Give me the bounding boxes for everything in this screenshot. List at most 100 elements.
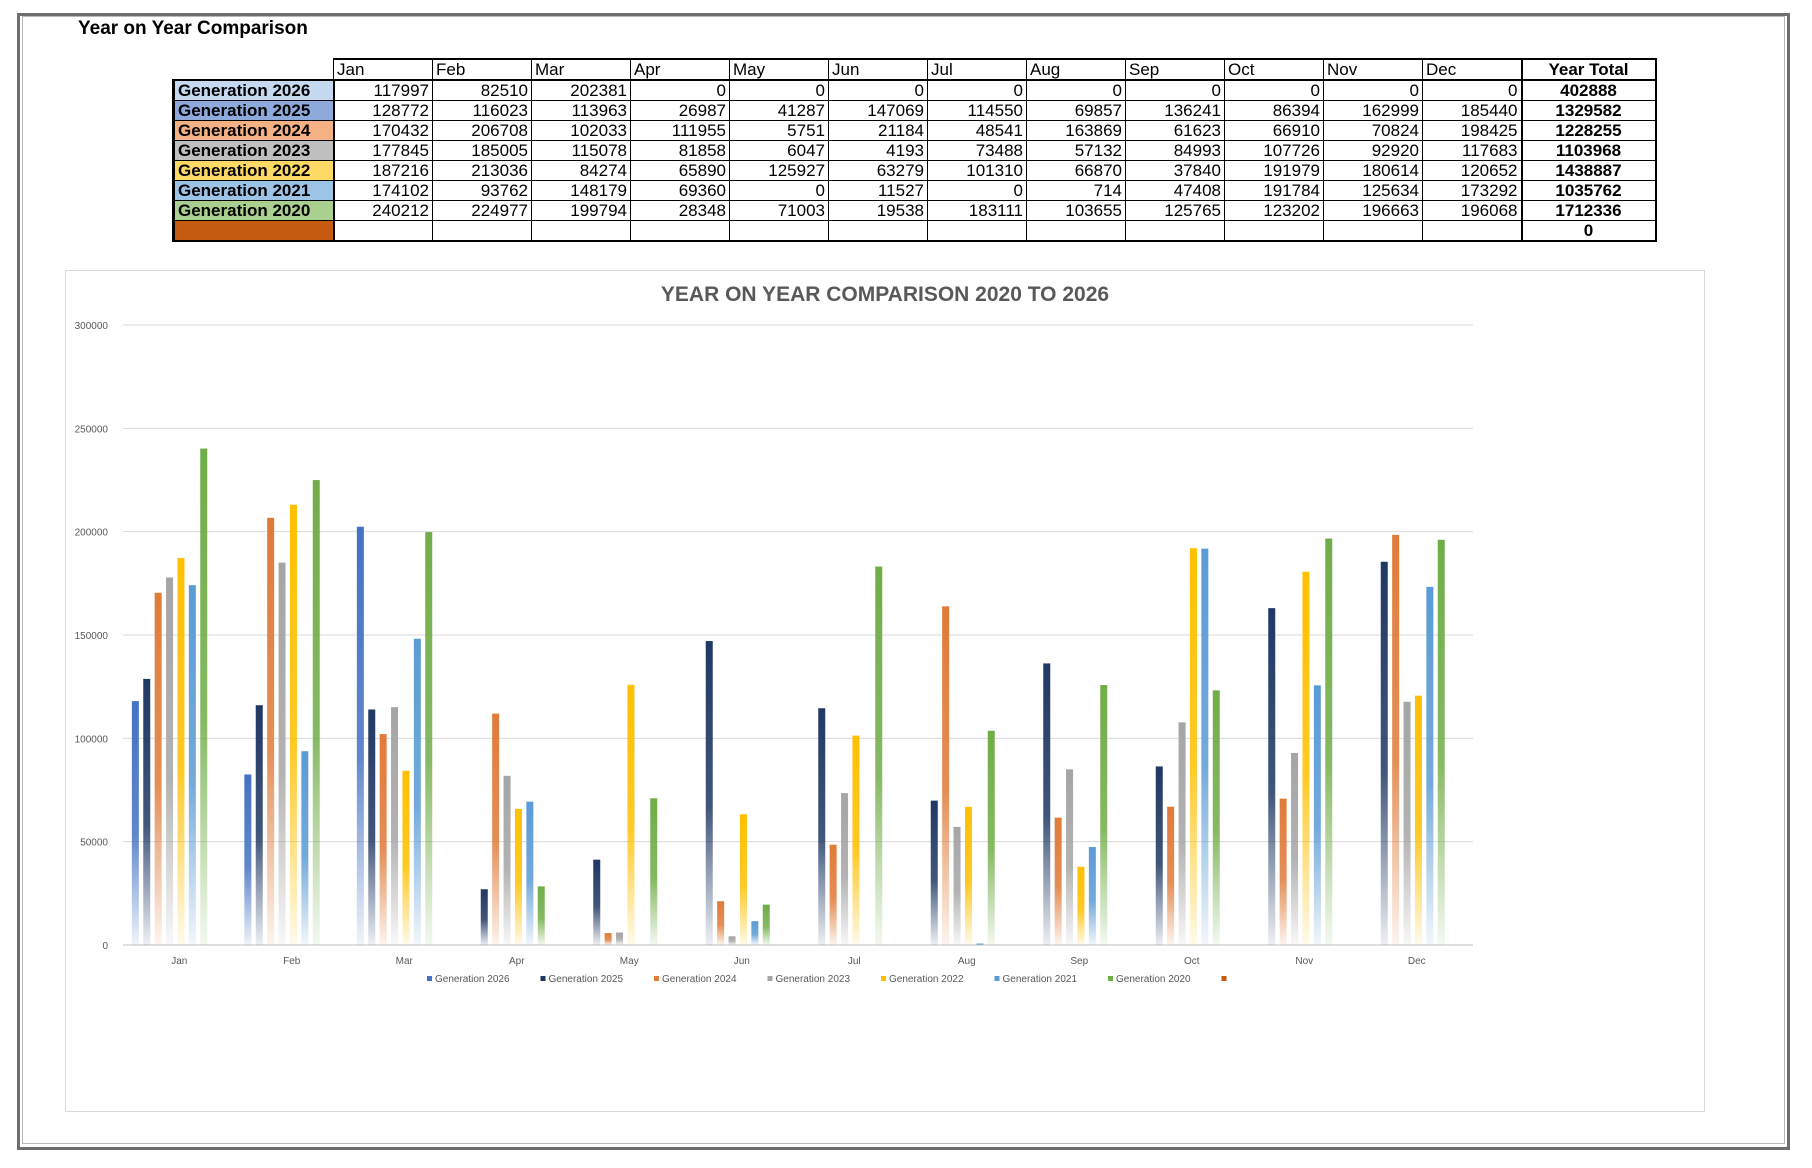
table-cell: 103655 bbox=[1026, 200, 1126, 221]
table-row: Generation 2020 240212 224977 199794 28348 71… bbox=[172, 200, 1657, 221]
table-cell: 116023 bbox=[432, 100, 532, 121]
table-cell bbox=[531, 220, 631, 242]
bar bbox=[1155, 766, 1163, 945]
table-cell: 174102 bbox=[333, 180, 433, 201]
table-row: Generation 2023 177845 185005 115078 81858 60… bbox=[172, 140, 1657, 161]
x-tick-label: Nov bbox=[1295, 956, 1313, 967]
bar bbox=[1088, 847, 1096, 945]
y-tick-label: 200000 bbox=[75, 528, 109, 539]
x-tick-label: Jan bbox=[171, 956, 187, 967]
table-cell: 196663 bbox=[1323, 200, 1423, 221]
row-total: 0 bbox=[1520, 220, 1657, 242]
row-total: 1228255 bbox=[1520, 120, 1657, 141]
bar bbox=[1268, 608, 1276, 945]
bar bbox=[379, 734, 387, 945]
bar bbox=[356, 526, 364, 945]
table-cell: 101310 bbox=[927, 160, 1027, 181]
table-cell: 5751 bbox=[729, 120, 829, 141]
bar bbox=[402, 770, 410, 945]
bar bbox=[964, 806, 972, 945]
bar bbox=[289, 504, 297, 945]
y-tick-label: 150000 bbox=[75, 631, 109, 642]
table-cell: 73488 bbox=[927, 140, 1027, 161]
table-cell: 0 bbox=[828, 79, 928, 101]
bar bbox=[278, 562, 286, 945]
legend-label: Generation 2021 bbox=[1003, 974, 1078, 985]
table-row: Generation 2025 128772 116023 113963 26987 41… bbox=[172, 100, 1657, 121]
bar bbox=[987, 730, 995, 945]
bar bbox=[1077, 866, 1085, 945]
legend-swatch bbox=[1221, 976, 1227, 981]
row-label: Generation 2025 bbox=[172, 100, 335, 121]
legend-label: Generation 2025 bbox=[549, 974, 624, 985]
table-cell: 0 bbox=[729, 180, 829, 201]
table-cell bbox=[1323, 220, 1423, 242]
table-cell bbox=[432, 220, 532, 242]
bar bbox=[1313, 685, 1321, 945]
table-cell: 19538 bbox=[828, 200, 928, 221]
bar bbox=[312, 480, 320, 945]
bar bbox=[244, 774, 252, 945]
bar bbox=[1212, 690, 1220, 945]
row-total: 1329582 bbox=[1520, 100, 1657, 121]
table-cell bbox=[1224, 220, 1324, 242]
table-cell bbox=[1422, 220, 1522, 242]
row-label: Generation 2024 bbox=[172, 120, 335, 141]
bar bbox=[616, 932, 624, 945]
bar bbox=[514, 808, 522, 945]
legend-label: Generation 2022 bbox=[889, 974, 964, 985]
x-tick-label: May bbox=[620, 956, 639, 967]
table-cell bbox=[630, 220, 730, 242]
bar bbox=[705, 641, 713, 945]
table-cell: 0 bbox=[1422, 79, 1522, 101]
table-cell: 114550 bbox=[927, 100, 1027, 121]
bar bbox=[154, 592, 162, 945]
x-tick-label: Mar bbox=[396, 956, 414, 967]
table-corner bbox=[173, 59, 334, 81]
bar bbox=[1302, 571, 1310, 945]
bar bbox=[930, 800, 938, 945]
table-cell: 185440 bbox=[1422, 100, 1522, 121]
table-cell: 180614 bbox=[1323, 160, 1423, 181]
table-cell: 92920 bbox=[1323, 140, 1423, 161]
legend-swatch bbox=[881, 976, 886, 981]
table-cell: 125634 bbox=[1323, 180, 1423, 201]
table-cell: 199794 bbox=[531, 200, 631, 221]
table-cell: 120652 bbox=[1422, 160, 1522, 181]
bar bbox=[762, 904, 770, 945]
row-total: 402888 bbox=[1520, 79, 1657, 101]
table-cell: 163869 bbox=[1026, 120, 1126, 141]
bar bbox=[1189, 548, 1197, 945]
table-cell bbox=[333, 220, 433, 242]
bar bbox=[627, 684, 635, 945]
table-cell: 0 bbox=[630, 79, 730, 101]
table-cell: 65890 bbox=[630, 160, 730, 181]
bar bbox=[1066, 769, 1074, 945]
table-cell: 0 bbox=[927, 180, 1027, 201]
legend-label: Generation 2026 bbox=[435, 974, 510, 985]
bar bbox=[852, 735, 860, 945]
table-row: Generation 2022 187216 213036 84274 65890 125… bbox=[172, 160, 1657, 181]
row-label: Generation 2026 bbox=[172, 79, 335, 101]
table-row: Generation 2026 117997 82510 202381 0 0 0 0 0 0 0 0… bbox=[172, 79, 1657, 101]
bar bbox=[1291, 752, 1299, 945]
table-cell: 136241 bbox=[1125, 100, 1225, 121]
table-cell: 206708 bbox=[432, 120, 532, 141]
row-label: Generation 2022 bbox=[172, 160, 335, 181]
table-cell bbox=[927, 220, 1027, 242]
table-cell: 185005 bbox=[432, 140, 532, 161]
row-label: Generation 2021 bbox=[172, 180, 335, 201]
bar bbox=[368, 709, 376, 945]
table-cell: 41287 bbox=[729, 100, 829, 121]
table-cell: 63279 bbox=[828, 160, 928, 181]
bar bbox=[267, 517, 275, 945]
row-total: 1035762 bbox=[1520, 180, 1657, 201]
bar bbox=[166, 577, 174, 945]
table-cell: 86394 bbox=[1224, 100, 1324, 121]
table-cell: 162999 bbox=[1323, 100, 1423, 121]
table-cell: 0 bbox=[729, 79, 829, 101]
row-label: Generation 2020 bbox=[172, 200, 335, 221]
month-header-jan: Jan bbox=[333, 58, 433, 81]
month-header-jun: Jun bbox=[828, 58, 928, 81]
table-cell: 48541 bbox=[927, 120, 1027, 141]
